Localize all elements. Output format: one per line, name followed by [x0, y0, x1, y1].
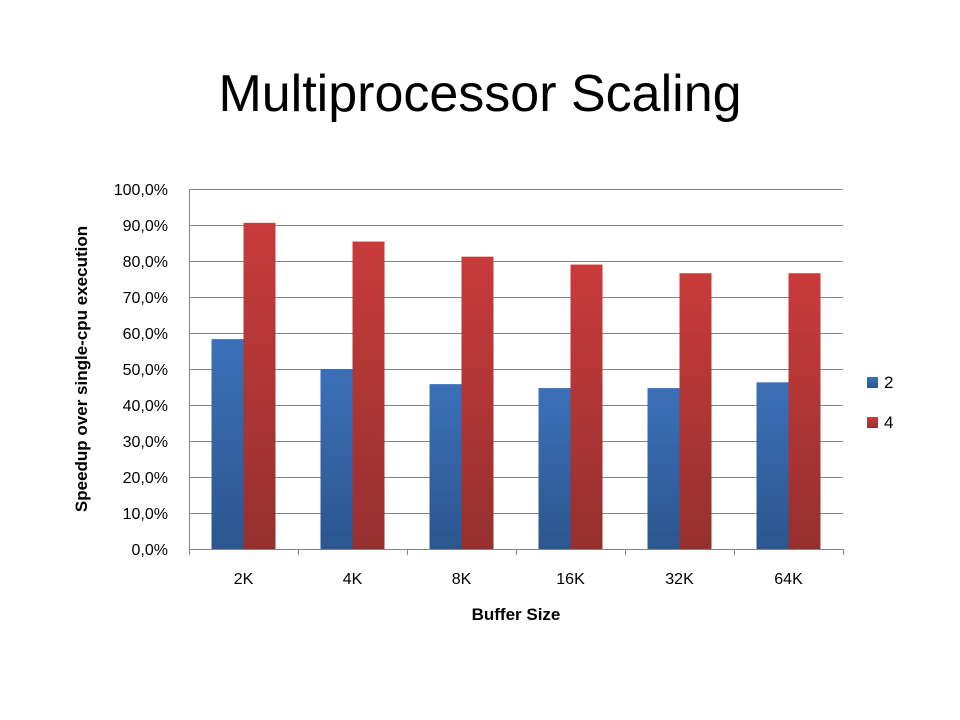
y-tick-label: 90,0% — [123, 218, 168, 235]
bar-series-4-4K — [352, 241, 385, 549]
y-tick-label: 10,0% — [123, 506, 168, 523]
bar-series-4-32K — [679, 273, 712, 549]
legend-swatch — [867, 377, 878, 388]
y-tick-labels: 0,0% 10,0% 20,0% 30,0% 40,0% 50,0% 60,0% 70,0% 8… — [114, 182, 168, 559]
y-tick-label: 80,0% — [123, 254, 168, 271]
bar-series-4-2K — [243, 222, 276, 549]
x-tick-label: 2K — [234, 571, 254, 588]
bar-series-4-16K — [570, 264, 603, 549]
bar-series-2-4K — [320, 369, 353, 549]
y-tick-label: 20,0% — [123, 470, 168, 487]
y-tick-label: 100,0% — [114, 182, 168, 199]
legend-swatch — [867, 417, 878, 428]
bar-series-4-64K — [788, 273, 821, 549]
y-tick-label: 50,0% — [123, 362, 168, 379]
y-tick-label: 0,0% — [132, 542, 168, 559]
x-tick-label: 8K — [452, 571, 472, 588]
legend-label: 2 — [884, 373, 893, 392]
x-tick-label: 32K — [665, 571, 694, 588]
bar-series-2-8K — [429, 384, 462, 549]
slide-title: Multiprocessor Scaling — [218, 65, 742, 123]
x-tick-label: 4K — [343, 571, 363, 588]
bar-series-2-64K — [756, 382, 789, 549]
y-tick-label: 70,0% — [123, 290, 168, 307]
bar-series-2-16K — [538, 388, 571, 549]
bar-series-2-2K — [211, 339, 244, 549]
y-axis-title: Speedup over single-cpu execution — [72, 226, 91, 512]
legend: 24 — [867, 373, 893, 432]
x-axis-title: Buffer Size — [472, 605, 561, 624]
x-tick-labels: 2K 4K 8K 16K 32K 64K — [234, 571, 803, 588]
legend-label: 4 — [884, 413, 893, 432]
y-tick-label: 40,0% — [123, 398, 168, 415]
bars — [211, 222, 821, 549]
y-tick-label: 60,0% — [123, 326, 168, 343]
gridlines — [189, 189, 844, 555]
bar-series-2-32K — [647, 388, 680, 549]
y-tick-label: 30,0% — [123, 434, 168, 451]
x-tick-label: 64K — [774, 571, 803, 588]
bar-series-4-8K — [461, 256, 494, 549]
x-tick-label: 16K — [556, 571, 585, 588]
